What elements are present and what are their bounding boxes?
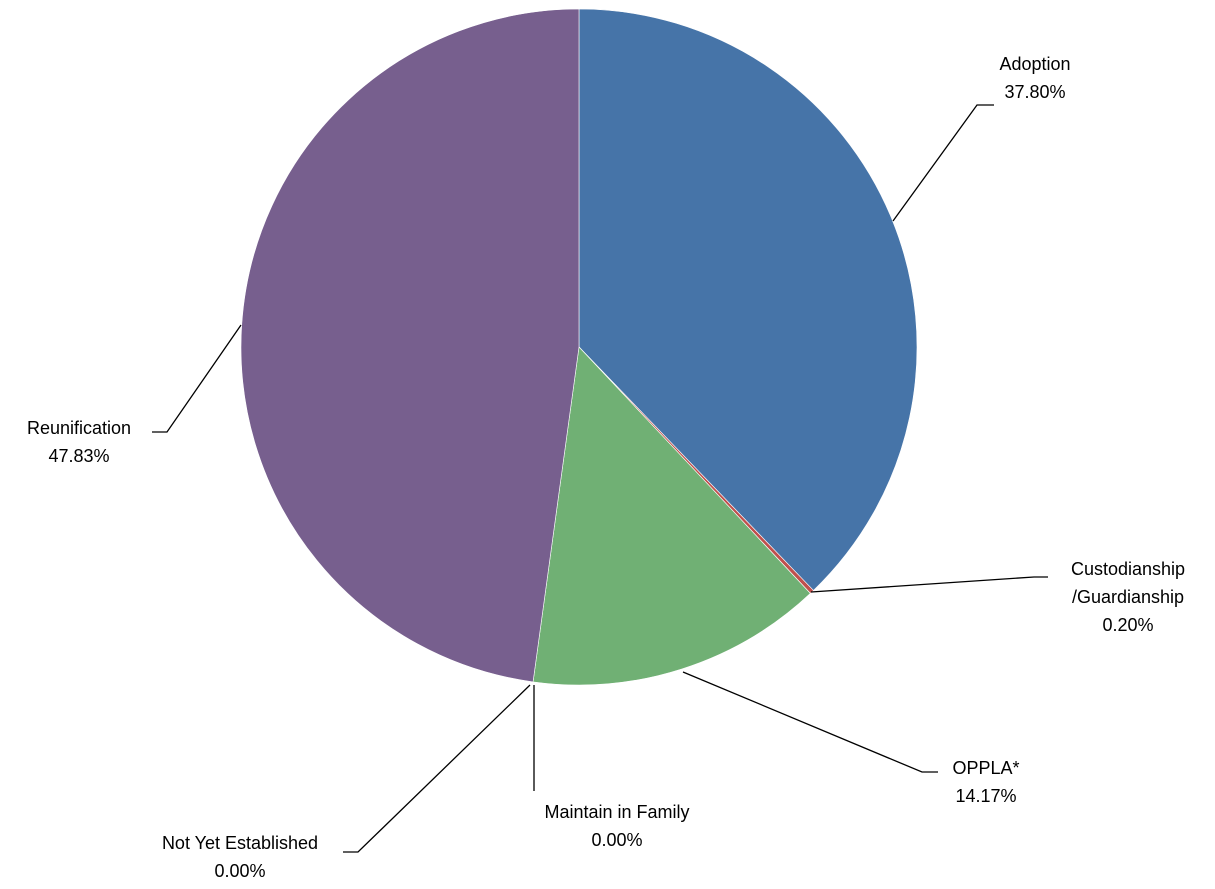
slice-label-1-line-1: /Guardianship xyxy=(1072,587,1184,607)
slice-label-4-line-1: 0.00% xyxy=(214,861,265,881)
slice-label-4-line-0: Not Yet Established xyxy=(162,833,318,853)
leader-lines xyxy=(152,104,1048,853)
slice-label-1-line-0: Custodianship xyxy=(1071,559,1185,579)
slice-labels: Adoption 37.80% Custodianship/Guardianship… xyxy=(27,54,1185,881)
pie-slice-5 xyxy=(240,8,580,683)
pie-slice-0 xyxy=(578,8,918,591)
slice-label-3-line-0: Maintain in Family xyxy=(544,802,689,822)
leader-line-4 xyxy=(343,684,531,853)
slice-label-0-line-1: 37.80% xyxy=(1004,82,1065,102)
leader-line-1 xyxy=(810,576,1048,593)
slice-label-0-line-0: Adoption xyxy=(999,54,1070,74)
slice-label-2-line-1: 14.17% xyxy=(955,786,1016,806)
pie-slice-2 xyxy=(532,346,811,686)
slice-label-5-line-1: 47.83% xyxy=(48,446,109,466)
slice-label-3-line-1: 0.00% xyxy=(591,830,642,850)
leader-line-0 xyxy=(892,104,994,222)
slice-label-5-line-0: Reunification xyxy=(27,418,131,438)
slice-label-2-line-0: OPPLA* xyxy=(952,758,1019,778)
leader-line-5 xyxy=(152,324,242,433)
slice-label-1-line-2: 0.20% xyxy=(1102,615,1153,635)
leader-line-2 xyxy=(682,671,938,773)
pie-slices xyxy=(240,8,918,686)
